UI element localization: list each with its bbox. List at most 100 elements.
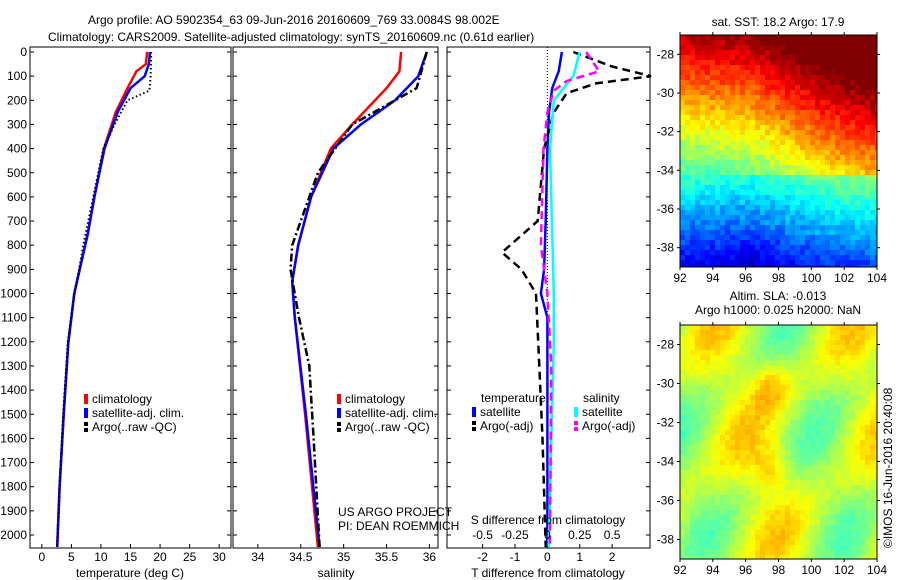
map-cell	[790, 380, 795, 385]
map-cell	[825, 205, 830, 210]
map-cell	[695, 515, 700, 520]
map-cell	[795, 85, 800, 90]
map-cell	[755, 265, 760, 267]
map-cell	[760, 505, 765, 510]
map-cell	[825, 475, 830, 480]
map-cell	[780, 185, 785, 190]
map-cell	[760, 540, 765, 545]
map-cell	[685, 345, 690, 350]
map-cell	[805, 425, 810, 430]
map-cell	[870, 480, 875, 485]
map-cell	[810, 215, 815, 220]
diff-t-legend-label: satellite	[480, 405, 521, 419]
x-tick-label: -2	[477, 550, 488, 564]
map-cell	[700, 165, 705, 170]
map-cell	[855, 330, 860, 335]
map-cell	[790, 65, 795, 70]
map-cell	[745, 45, 750, 50]
map-cell	[720, 475, 725, 480]
map-cell	[840, 490, 845, 495]
map-cell	[845, 55, 850, 60]
map-cell	[815, 120, 820, 125]
map-cell	[775, 365, 780, 370]
map-cell	[815, 175, 820, 180]
map-cell	[700, 325, 705, 330]
map-cell	[680, 405, 685, 410]
map-cell	[835, 410, 840, 415]
map-cell	[865, 170, 870, 175]
map-cell	[740, 210, 745, 215]
map-cell	[720, 390, 725, 395]
map-cell	[815, 105, 820, 110]
map-cell	[770, 55, 775, 60]
map-cell	[730, 170, 735, 175]
map-cell	[760, 100, 765, 105]
map-cell	[710, 475, 715, 480]
map-cell	[870, 180, 875, 185]
map-cell	[765, 35, 770, 40]
map-cell	[770, 420, 775, 425]
map-cell	[860, 335, 865, 340]
difference-line-1	[500, 50, 652, 548]
map-cell	[805, 500, 810, 505]
map-cell	[795, 395, 800, 400]
map-cell	[855, 235, 860, 240]
map-cell	[715, 200, 720, 205]
map-cell	[705, 430, 710, 435]
map-cell	[720, 380, 725, 385]
map-cell	[840, 45, 845, 50]
map-cell	[855, 530, 860, 535]
map-cell	[770, 385, 775, 390]
map-cell	[690, 185, 695, 190]
map-cell	[825, 440, 830, 445]
map-cell	[705, 435, 710, 440]
map-cell	[750, 75, 755, 80]
map-cell	[770, 250, 775, 255]
map-cell	[740, 260, 745, 265]
y-tick-label: 600	[7, 190, 27, 204]
map-cell	[860, 365, 865, 370]
map-cell	[715, 415, 720, 420]
map-cell	[815, 250, 820, 255]
map-cell	[705, 140, 710, 145]
map-cell	[800, 260, 805, 265]
map-cell	[695, 550, 700, 555]
map-cell	[785, 520, 790, 525]
map-cell	[700, 515, 705, 520]
map-cell	[840, 150, 845, 155]
map-cell	[845, 540, 850, 545]
map-cell	[770, 410, 775, 415]
map-cell	[830, 105, 835, 110]
map-cell	[860, 240, 865, 245]
map-cell	[710, 215, 715, 220]
map-cell	[845, 520, 850, 525]
map-cell	[805, 155, 810, 160]
map-cell	[765, 140, 770, 145]
map-cell	[695, 445, 700, 450]
map-cell	[845, 160, 850, 165]
map-cell	[780, 240, 785, 245]
map-cell	[850, 535, 855, 540]
map-cell	[790, 540, 795, 545]
map-cell	[725, 405, 730, 410]
map-cell	[700, 475, 705, 480]
map-cell	[765, 545, 770, 550]
map-cell	[730, 180, 735, 185]
map-cell	[810, 105, 815, 110]
map-cell	[875, 165, 877, 170]
y-tick-label: 900	[7, 262, 27, 276]
map-cell	[705, 420, 710, 425]
x-tick-label: 25	[183, 550, 197, 564]
map-cell	[780, 205, 785, 210]
map-cell	[815, 405, 820, 410]
map-cell	[770, 365, 775, 370]
map-cell	[820, 160, 825, 165]
map-cell	[780, 70, 785, 75]
map-cell	[765, 470, 770, 475]
map-cell	[735, 135, 740, 140]
map-cell	[835, 195, 840, 200]
map-cell	[840, 80, 845, 85]
map-cell	[720, 185, 725, 190]
map-cell	[790, 155, 795, 160]
map-cell	[870, 390, 875, 395]
